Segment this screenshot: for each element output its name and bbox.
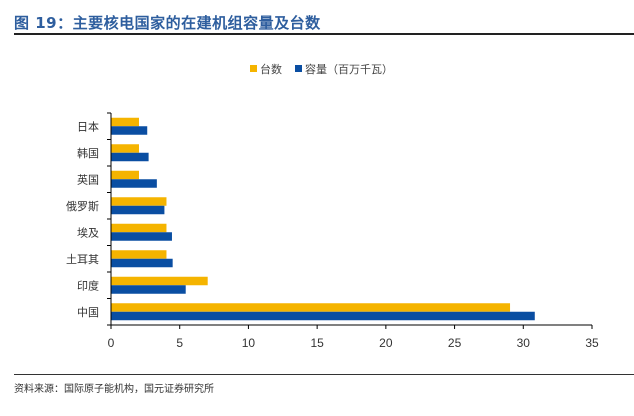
legend-swatch (250, 65, 257, 72)
x-tick-label: 30 (517, 336, 531, 350)
bar-count (111, 250, 167, 259)
x-tick-label: 5 (176, 336, 183, 350)
bar-count (111, 170, 139, 180)
x-tick-label: 35 (585, 336, 599, 350)
x-tick-label: 25 (448, 336, 462, 350)
legend-label: 容量（百万千瓦） (305, 62, 393, 76)
x-tick-label: 0 (108, 336, 115, 350)
bar-count (111, 276, 208, 286)
y-tick-label: 印度 (77, 278, 99, 292)
bar-count (111, 117, 139, 127)
bar-count (111, 197, 167, 206)
y-tick-label: 英国 (77, 172, 99, 186)
bar-count (111, 223, 167, 233)
title-divider (14, 33, 634, 35)
bar-capacity (111, 311, 535, 321)
figure-title: 图 19：主要核电国家的在建机组容量及台数 (14, 14, 321, 32)
bar-capacity (111, 152, 149, 162)
footer-divider (14, 374, 634, 375)
bar-count (111, 303, 511, 312)
x-tick-label: 15 (310, 336, 324, 350)
y-tick-label: 日本 (77, 119, 99, 133)
y-tick-label: 埃及 (77, 225, 99, 239)
bar-capacity (111, 179, 157, 188)
y-tick-label: 韩国 (77, 146, 99, 160)
y-tick-label: 土耳其 (66, 253, 99, 266)
bar-capacity (111, 232, 172, 241)
bar-capacity (111, 258, 173, 268)
x-tick-label: 20 (379, 336, 393, 350)
y-tick-label: 俄罗斯 (66, 200, 99, 213)
source-note: 资料来源：国际原子能机构，国元证券研究所 (14, 384, 214, 395)
bar-capacity (111, 126, 148, 135)
y-tick-label: 中国 (77, 306, 99, 319)
x-tick-label: 10 (242, 336, 256, 350)
bar-count (111, 144, 139, 153)
bar-capacity (111, 205, 165, 215)
legend-label: 台数 (260, 62, 282, 76)
legend-swatch (295, 65, 302, 72)
bar-capacity (111, 285, 186, 294)
